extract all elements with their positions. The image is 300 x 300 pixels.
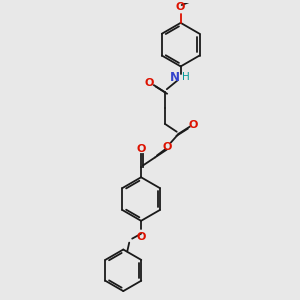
Text: O: O <box>144 78 154 88</box>
Text: O: O <box>162 142 172 152</box>
Text: O: O <box>176 2 185 12</box>
Text: O: O <box>189 120 198 130</box>
Text: O: O <box>136 144 146 154</box>
Text: H: H <box>182 72 189 82</box>
Text: N: N <box>170 71 180 84</box>
Text: O: O <box>136 232 146 242</box>
